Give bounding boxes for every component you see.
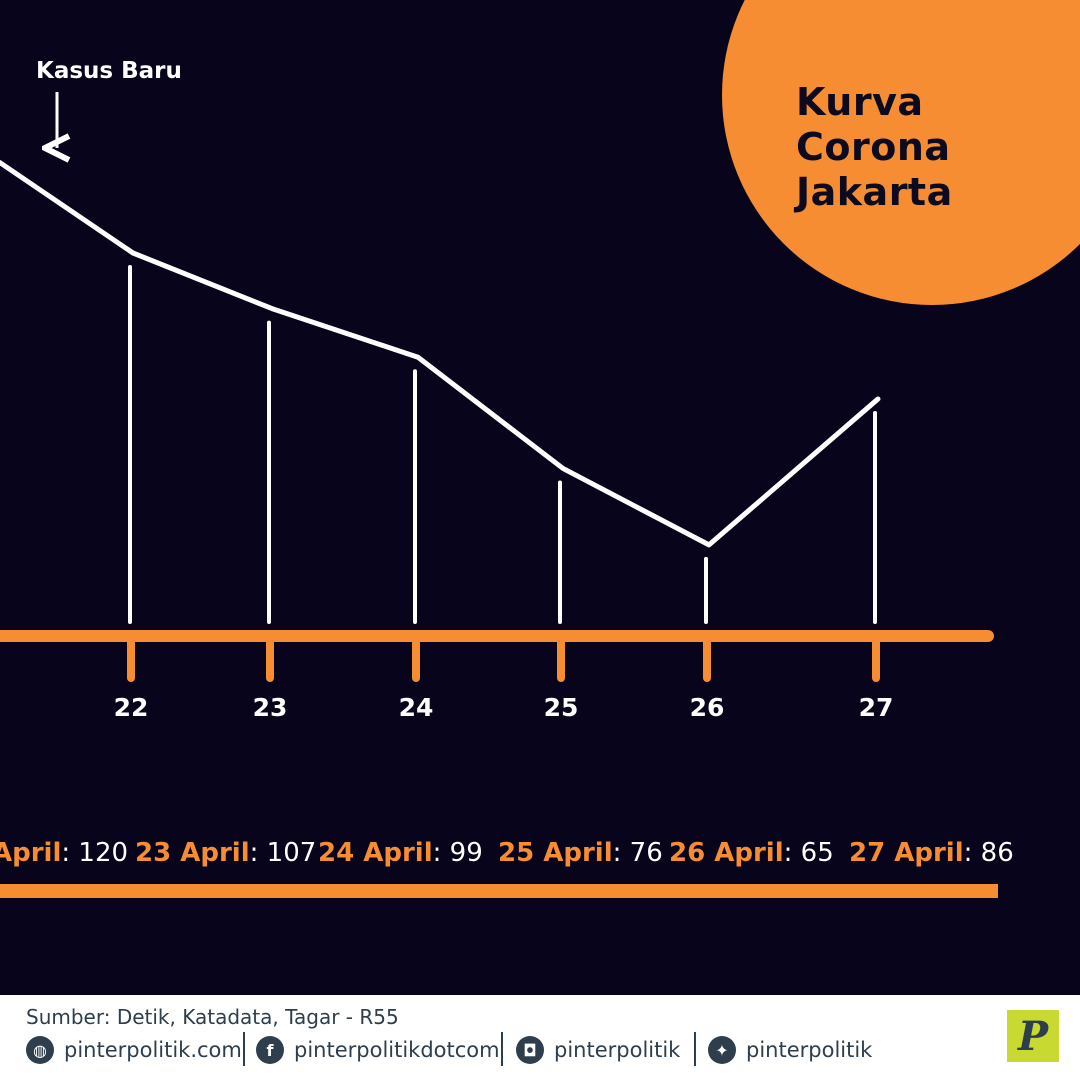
social-instagram[interactable]: ◘ pinterpolitik bbox=[516, 1035, 680, 1065]
x-tick-label: 26 bbox=[690, 693, 725, 722]
chart-area: 22 23 24 25 26 27 Kurva Corona Jakarta Kasus … bbox=[0, 0, 1080, 898]
globe-icon: ◍ bbox=[26, 1036, 54, 1064]
twitter-icon: ✦ bbox=[708, 1036, 736, 1064]
legend-date: 27 April bbox=[849, 838, 964, 868]
legend-sep: : bbox=[963, 838, 981, 868]
footer: Sumber: Detik, Katadata, Tagar - R55 ◍ p… bbox=[0, 995, 1080, 1080]
x-tick-label: 27 bbox=[859, 693, 894, 722]
legend-item: 23 April: 107 bbox=[135, 838, 316, 868]
legend-sep: : bbox=[432, 838, 450, 868]
legend-sep: : bbox=[249, 838, 267, 868]
divider bbox=[694, 1032, 696, 1066]
legend-item: 25 April: 76 bbox=[498, 838, 663, 868]
social-facebook[interactable]: f pinterpolitikdotcom bbox=[256, 1035, 500, 1065]
divider bbox=[243, 1032, 245, 1066]
x-tick-label: 24 bbox=[399, 693, 434, 722]
series-line-kasus-baru bbox=[0, 160, 881, 548]
source-text: Sumber: Detik, Katadata, Tagar - R55 bbox=[26, 1005, 399, 1029]
facebook-icon: f bbox=[256, 1036, 284, 1064]
legend-date: 24 April bbox=[318, 838, 433, 868]
legend-value: 86 bbox=[980, 838, 1014, 868]
series-label: Kasus Baru bbox=[36, 58, 182, 84]
legend-value: 99 bbox=[449, 838, 483, 868]
legend-item: April: 120 bbox=[0, 838, 128, 868]
legend-item: 27 April: 86 bbox=[849, 838, 1014, 868]
legend-value: 65 bbox=[800, 838, 834, 868]
instagram-icon: ◘ bbox=[516, 1036, 544, 1064]
social-handle: pinterpolitik.com bbox=[64, 1038, 242, 1062]
x-tick-label: 22 bbox=[114, 693, 149, 722]
pinterpolitik-logo: P bbox=[1007, 1010, 1059, 1062]
chart-title: Kurva Corona Jakarta bbox=[796, 80, 953, 214]
legend-date: April bbox=[0, 838, 62, 868]
social-website[interactable]: ◍ pinterpolitik.com bbox=[26, 1035, 242, 1065]
legend-value: 76 bbox=[629, 838, 663, 868]
line-chart: 22 23 24 25 26 27 bbox=[0, 92, 994, 722]
legend-date: 26 April bbox=[669, 838, 784, 868]
x-tick-label: 25 bbox=[544, 693, 579, 722]
legend-date: 23 April bbox=[135, 838, 250, 868]
x-tick-label: 23 bbox=[253, 693, 288, 722]
legend-sep: : bbox=[783, 838, 801, 868]
legend-date: 25 April bbox=[498, 838, 613, 868]
social-twitter[interactable]: ✦ pinterpolitik bbox=[708, 1035, 872, 1065]
legend-sep: : bbox=[61, 838, 79, 868]
social-handle: pinterpolitik bbox=[746, 1038, 873, 1062]
divider bbox=[501, 1032, 503, 1066]
social-handle: pinterpolitik bbox=[554, 1038, 681, 1062]
legend-value: 120 bbox=[78, 838, 129, 868]
legend-item: 26 April: 65 bbox=[669, 838, 834, 868]
legend-item: 24 April: 99 bbox=[318, 838, 483, 868]
legend-value: 107 bbox=[266, 838, 317, 868]
legend-sep: : bbox=[612, 838, 630, 868]
social-handle: pinterpolitikdotcom bbox=[294, 1038, 500, 1062]
legend-underline bbox=[0, 884, 998, 898]
